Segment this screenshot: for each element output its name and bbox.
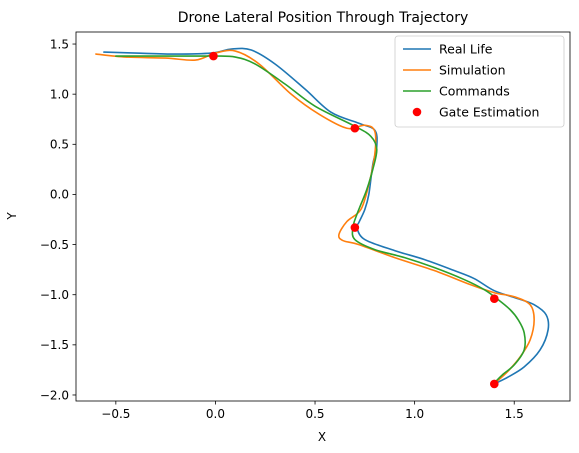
legend-label-commands: Commands	[439, 84, 510, 99]
x-tick-label: 0.5	[305, 407, 324, 421]
y-axis-label: Y	[5, 212, 19, 221]
y-tick-label: 1.5	[50, 37, 69, 51]
y-tick-label: 0.0	[50, 188, 69, 202]
gate-estimation-point-5	[490, 380, 499, 389]
gate-estimation-point-2	[351, 124, 360, 133]
y-tick-label: −1.5	[40, 338, 69, 352]
y-tick-label: 0.5	[50, 138, 69, 152]
x-tick-label: 0.0	[206, 407, 225, 421]
x-axis-label: X	[318, 430, 326, 444]
x-tick-label: 1.5	[505, 407, 524, 421]
gate-estimation-point-3	[351, 223, 360, 232]
gate-estimation-point-1	[209, 52, 218, 61]
y-tick-label: −1.0	[40, 288, 69, 302]
gate-estimation-point-4	[490, 294, 499, 303]
chart-title: Drone Lateral Position Through Trajector…	[178, 10, 469, 26]
legend-label-gate-estimation: Gate Estimation	[439, 105, 539, 120]
x-tick-label: 1.0	[405, 407, 424, 421]
y-tick-label: −2.0	[40, 388, 69, 402]
legend-swatch-gate-estimation	[413, 108, 422, 117]
x-tick-label: −0.5	[101, 407, 130, 421]
legend-label-real-life: Real Life	[439, 42, 493, 57]
legend-label-simulation: Simulation	[439, 63, 506, 78]
y-tick-label: −0.5	[40, 238, 69, 252]
y-tick-label: 1.0	[50, 87, 69, 101]
legend: Real Life Simulation Commands Gate Estimati…	[395, 36, 564, 127]
